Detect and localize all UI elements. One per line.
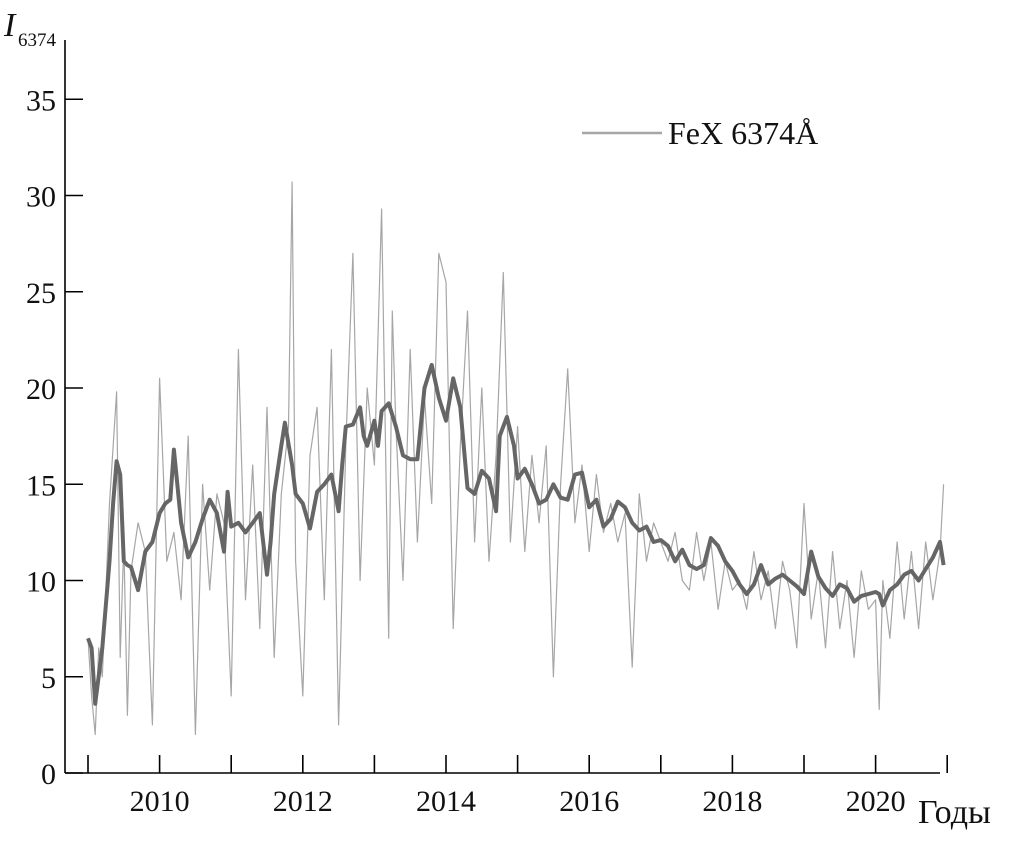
series-line-fex-6374 — [87, 181, 945, 736]
x-axis-title: Годы — [918, 794, 991, 831]
y-tick-label: 30 — [26, 181, 56, 214]
series-layer — [86, 181, 946, 736]
y-axis-title-main: I — [3, 7, 17, 44]
legend-label: FeX 6374Å — [668, 115, 818, 151]
legend: FeX 6374Å — [582, 115, 818, 151]
x-tick-label: 2012 — [273, 785, 333, 818]
y-tick-label: 5 — [41, 662, 56, 695]
y-tick-label: 25 — [26, 277, 56, 310]
x-tick-label: 2018 — [702, 785, 762, 818]
y-tick-label: 10 — [26, 566, 56, 599]
y-axis-title-subscript: 6374 — [18, 30, 57, 51]
y-tick-label: 20 — [26, 373, 56, 406]
x-tick-label: 2020 — [846, 785, 906, 818]
axes-layer — [64, 40, 940, 774]
series-line-smoothed — [86, 362, 946, 706]
y-axis-title: I 6374 — [3, 7, 57, 51]
x-tick-label: 2016 — [559, 785, 619, 818]
y-tick-label: 15 — [26, 469, 56, 502]
x-tick-label: 2010 — [130, 785, 190, 818]
ticks-layer: 0 5 10 15 20 25 30 35 2010 2012 2014 2016 2018 2020 — [26, 84, 949, 818]
y-tick-label: 35 — [26, 84, 56, 117]
x-tick-label: 2014 — [416, 785, 476, 818]
y-tick-label: 0 — [41, 758, 56, 791]
